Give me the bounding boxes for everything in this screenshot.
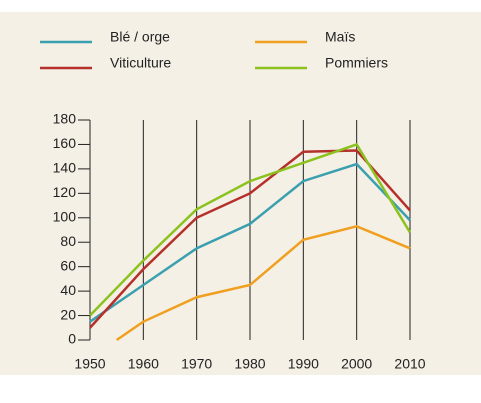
y-tick-label: 140 bbox=[53, 160, 77, 176]
x-tick-label: 2000 bbox=[341, 356, 372, 372]
legend-label: Pommiers bbox=[325, 55, 388, 71]
x-tick-label: 1970 bbox=[181, 356, 212, 372]
x-tick-label: 1960 bbox=[128, 356, 159, 372]
line bbox=[89, 162, 411, 323]
line bbox=[89, 142, 412, 317]
y-tick-label: 20 bbox=[60, 306, 76, 322]
x-tick-label: 2010 bbox=[394, 356, 425, 372]
y-tick-label: 80 bbox=[60, 233, 76, 249]
x-tick-label: 1990 bbox=[288, 356, 319, 372]
legend-label: Blé / orge bbox=[110, 29, 170, 45]
y-tick-label: 60 bbox=[60, 257, 76, 273]
legend-label: Viticulture bbox=[110, 55, 171, 71]
y-tick-label: 40 bbox=[60, 282, 76, 298]
y-tick-label: 180 bbox=[53, 111, 77, 127]
x-tick-label: 1980 bbox=[234, 356, 265, 372]
y-tick-label: 160 bbox=[53, 135, 77, 151]
y-tick-label: 0 bbox=[68, 331, 76, 347]
x-tick-label: 1950 bbox=[74, 356, 105, 372]
y-tick-label: 120 bbox=[53, 184, 77, 200]
legend-label: Maïs bbox=[325, 29, 355, 45]
line bbox=[89, 149, 411, 329]
line bbox=[115, 225, 411, 342]
y-tick-label: 100 bbox=[53, 208, 77, 224]
